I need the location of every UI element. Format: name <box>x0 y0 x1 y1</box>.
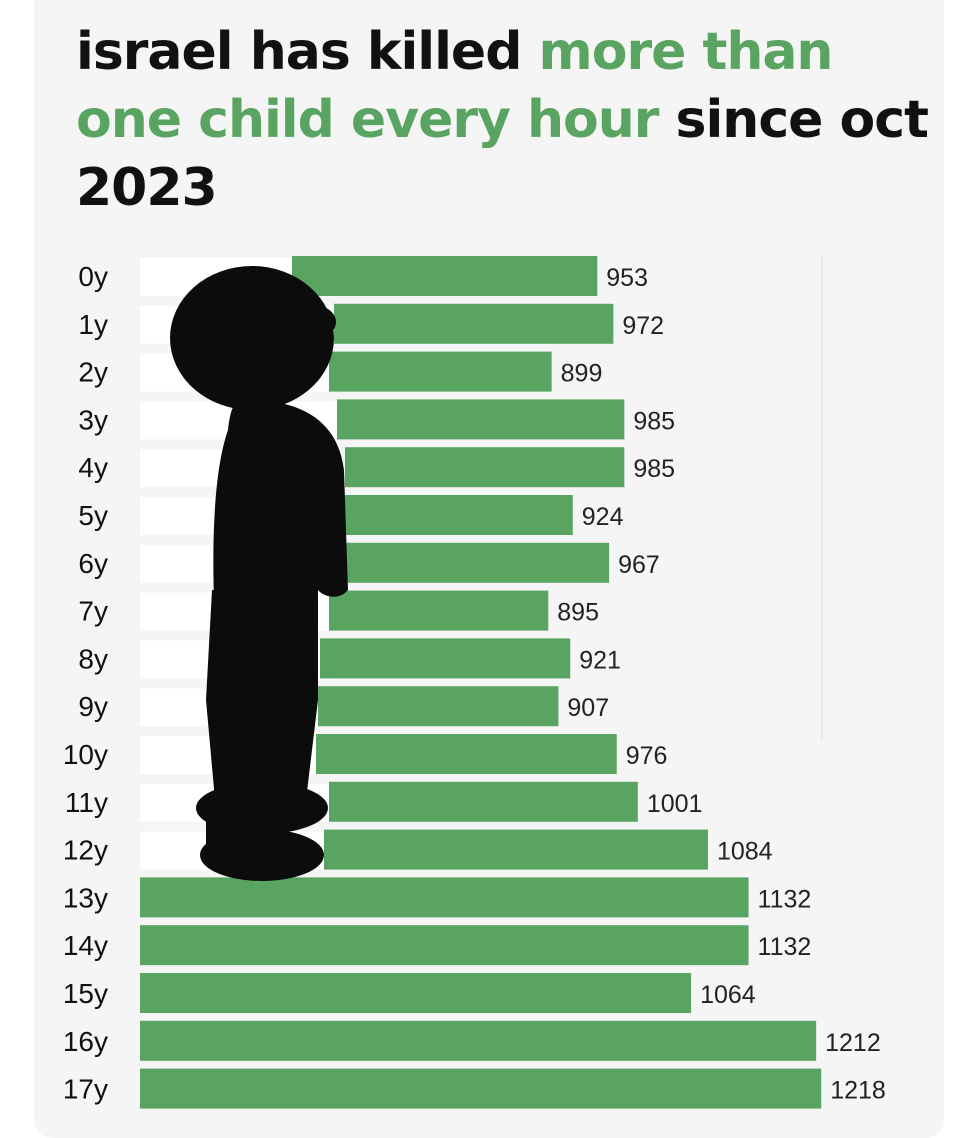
category-label-8y: 8y <box>78 643 108 674</box>
bar-9y <box>318 686 559 727</box>
value-label-6y: 967 <box>618 551 660 579</box>
value-label-2y: 899 <box>561 360 603 388</box>
category-label-10y: 10y <box>63 739 108 770</box>
value-label-15y: 1064 <box>700 981 756 1009</box>
value-label-11y: 1001 <box>647 790 703 818</box>
value-label-1y: 972 <box>622 312 664 340</box>
child-silhouette-image <box>170 266 348 881</box>
bar-13y <box>140 877 749 918</box>
category-label-3y: 3y <box>78 404 108 435</box>
category-label-17y: 17y <box>63 1074 108 1105</box>
value-label-14y: 1132 <box>758 933 812 961</box>
value-label-16y: 1212 <box>825 1029 881 1057</box>
category-label-15y: 15y <box>63 978 108 1009</box>
bar-17y <box>140 1068 822 1109</box>
value-label-7y: 895 <box>557 599 599 627</box>
bar-15y <box>140 973 692 1013</box>
silhouette-part <box>284 304 336 340</box>
category-label-14y: 14y <box>63 930 108 961</box>
category-label-4y: 4y <box>78 452 108 483</box>
silhouette-part <box>206 590 318 800</box>
silhouette-part <box>170 266 334 410</box>
value-label-17y: 1218 <box>830 1077 886 1105</box>
title-part-3: since oct 2023 <box>76 90 929 218</box>
value-label-10y: 976 <box>626 742 668 770</box>
value-label-8y: 921 <box>579 646 621 674</box>
value-label-3y: 985 <box>633 407 675 435</box>
category-label-11y: 11y <box>65 787 108 818</box>
bar-11y <box>329 781 638 822</box>
bar-2y <box>329 351 552 392</box>
bar-0y <box>292 256 598 296</box>
category-label-1y: 1y <box>78 309 108 340</box>
category-label-12y: 12y <box>63 835 108 866</box>
bar-10y <box>316 734 617 774</box>
value-label-13y: 1132 <box>758 885 812 913</box>
bar-7y <box>329 590 549 631</box>
bar-16y <box>140 1020 817 1061</box>
bar-1y <box>334 303 614 344</box>
value-label-0y: 953 <box>606 264 648 292</box>
value-label-12y: 1084 <box>717 838 773 866</box>
value-label-4y: 985 <box>633 455 675 483</box>
chart-title: israel has killed more than one child ev… <box>76 18 936 222</box>
category-label-5y: 5y <box>78 500 108 531</box>
title-part-1: israel has killed <box>76 22 539 82</box>
category-label-9y: 9y <box>78 691 108 722</box>
value-label-9y: 907 <box>567 694 609 722</box>
bar-14y <box>140 925 749 966</box>
category-label-13y: 13y <box>63 882 108 913</box>
bar-12y <box>324 829 708 870</box>
silhouette-part <box>206 790 270 870</box>
bar-4y <box>345 447 625 488</box>
value-label-5y: 924 <box>582 503 624 531</box>
bar-3y <box>337 399 625 440</box>
category-label-2y: 2y <box>78 357 108 388</box>
title-highlight: more than one child every hour <box>76 22 833 150</box>
bar-5y <box>345 495 573 535</box>
category-label-16y: 16y <box>63 1026 108 1057</box>
bar-8y <box>320 638 571 679</box>
category-label-0y: 0y <box>78 261 108 292</box>
bar-6y <box>345 542 610 583</box>
category-label-6y: 6y <box>78 548 108 579</box>
silhouette-part <box>213 399 348 600</box>
category-label-7y: 7y <box>78 596 108 627</box>
